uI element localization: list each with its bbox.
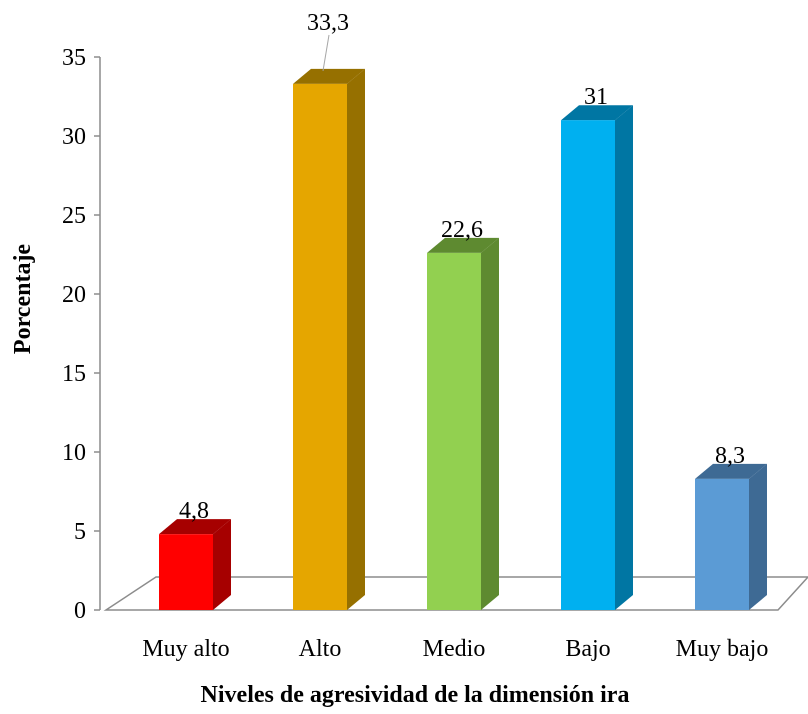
bar-muy-bajo	[695, 463, 767, 610]
y-tick-label: 20	[62, 282, 86, 308]
x-tick-label: Medio	[423, 636, 486, 662]
floor-plane	[103, 576, 808, 611]
data-label: 33,3	[307, 10, 349, 36]
data-label: 22,6	[441, 217, 483, 243]
bar-side-face	[749, 463, 767, 610]
bar-top-face	[293, 68, 365, 84]
bar-front-face	[561, 120, 615, 610]
y-tick-label: 5	[74, 519, 86, 545]
bar-medio	[427, 237, 499, 611]
bar-top-face	[159, 519, 231, 535]
y-axis: 0 5 10 15 20 25 30 35	[62, 45, 101, 624]
bar-muy-alto	[159, 519, 231, 610]
bar-bajo	[561, 105, 633, 610]
bar-side-face	[615, 105, 633, 610]
y-tick-label: 25	[62, 203, 86, 229]
x-tick-label: Alto	[299, 636, 342, 662]
x-tick-label: Muy bajo	[676, 636, 769, 662]
bar-top-face	[427, 237, 499, 253]
bar-front-face	[695, 478, 749, 610]
bar-front-face	[427, 252, 481, 611]
y-tick-label: 35	[62, 45, 86, 71]
data-label: 8,3	[715, 443, 745, 469]
y-tick-label: 10	[62, 440, 86, 466]
bar-side-face	[347, 68, 365, 611]
data-labels: 4,8 33,3 22,6 31 8,3	[179, 10, 745, 524]
x-tick-label: Bajo	[565, 636, 610, 662]
y-tick-label: 15	[62, 361, 86, 387]
y-tick-label: 30	[62, 124, 86, 150]
bar-side-face	[213, 519, 231, 610]
bar-front-face	[293, 83, 347, 611]
bar-top-face	[561, 105, 633, 121]
bar-series	[159, 68, 767, 611]
bar-side-face	[481, 237, 499, 611]
chart-floor	[103, 576, 808, 611]
bar-front-face	[159, 534, 213, 610]
x-axis-categories: Muy alto Alto Medio Bajo Muy bajo	[142, 636, 768, 662]
y-tick-label: 0	[74, 598, 86, 624]
x-tick-label: Muy alto	[142, 636, 229, 662]
y-axis-title: Porcentaje	[10, 244, 36, 355]
data-label-leader	[322, 34, 330, 71]
data-label: 31	[584, 84, 608, 110]
x-axis-title: Niveles de agresividad de la dimensión i…	[201, 682, 630, 708]
bar-top-face	[695, 463, 767, 479]
data-label: 4,8	[179, 498, 209, 524]
bar-alto	[293, 68, 365, 611]
